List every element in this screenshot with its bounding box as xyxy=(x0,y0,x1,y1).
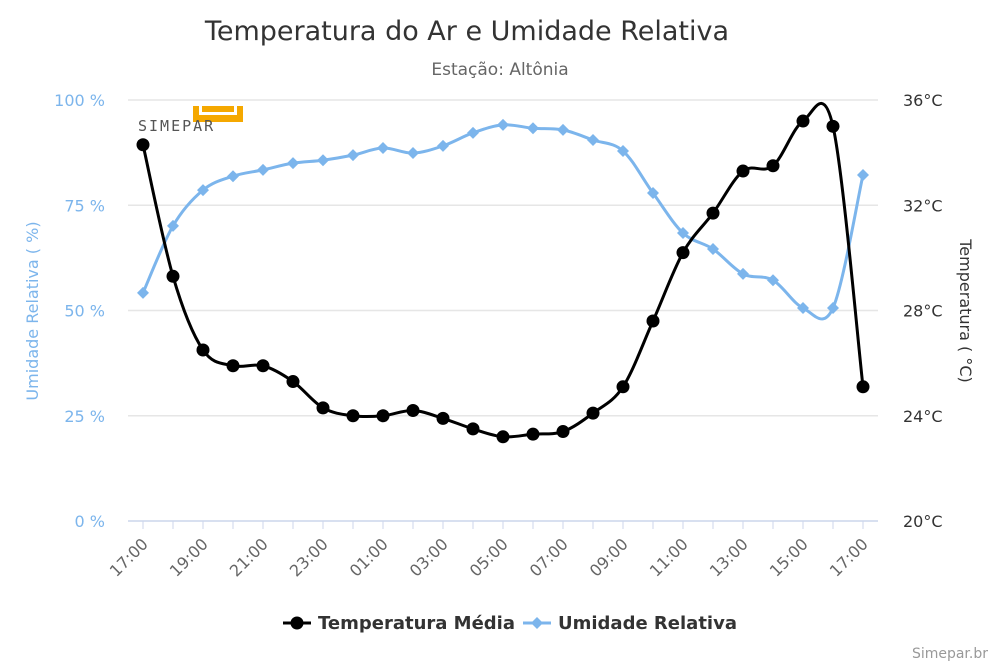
data-point[interactable] xyxy=(286,375,300,389)
credit[interactable]: Simepar.br xyxy=(912,646,988,662)
x-tick-label: 05:00 xyxy=(466,534,512,580)
data-point[interactable] xyxy=(346,409,360,423)
data-point[interactable] xyxy=(287,157,299,170)
data-point[interactable] xyxy=(766,159,780,173)
left-tick-label: 75 % xyxy=(64,196,105,215)
data-point[interactable] xyxy=(646,314,660,328)
x-tick-label: 23:00 xyxy=(286,534,332,580)
data-point[interactable] xyxy=(797,301,809,314)
data-point[interactable] xyxy=(166,269,180,283)
data-point[interactable] xyxy=(317,154,329,167)
right-tick-label: 24°C xyxy=(903,407,943,426)
data-point[interactable] xyxy=(376,409,390,423)
left-tick-label: 25 % xyxy=(64,407,105,426)
data-point[interactable] xyxy=(196,343,210,357)
legend-item[interactable]: Umidade Relativa xyxy=(523,613,737,634)
x-tick-label: 21:00 xyxy=(226,534,272,580)
data-point[interactable] xyxy=(406,403,420,417)
data-point[interactable] xyxy=(497,118,509,131)
right-tick-label: 20°C xyxy=(903,512,943,531)
x-tick-label: 13:00 xyxy=(706,534,752,580)
data-point[interactable] xyxy=(227,170,239,183)
data-point[interactable] xyxy=(496,430,510,444)
right-tick-label: 32°C xyxy=(903,196,943,215)
data-point[interactable] xyxy=(526,427,540,441)
left-tick-label: 50 % xyxy=(64,302,105,321)
data-point[interactable] xyxy=(707,243,719,256)
data-point[interactable] xyxy=(436,411,450,425)
data-point[interactable] xyxy=(856,380,870,394)
data-point[interactable] xyxy=(437,139,449,152)
data-point[interactable] xyxy=(467,126,479,139)
chart-subtitle: Estação: Altônia xyxy=(431,60,568,80)
grid xyxy=(128,99,878,529)
legend-marker xyxy=(290,616,304,630)
legend-item[interactable]: Temperatura Média xyxy=(283,613,515,634)
left-axis-title: Umidade Relativa ( %) xyxy=(23,221,42,400)
left-tick-label: 0 % xyxy=(75,512,105,531)
data-point[interactable] xyxy=(527,122,539,135)
data-point[interactable] xyxy=(736,164,750,178)
chart-title: Temperatura do Ar e Umidade Relativa xyxy=(204,16,729,47)
data-point[interactable] xyxy=(827,301,839,314)
right-axis-title: Temperatura ( °C) xyxy=(956,238,975,383)
data-point[interactable] xyxy=(796,114,810,128)
data-point[interactable] xyxy=(407,147,419,160)
data-point[interactable] xyxy=(197,184,209,197)
svg-text:SIMEPAR: SIMEPAR xyxy=(138,117,215,135)
data-point[interactable] xyxy=(677,227,689,240)
simepar-logo: SIMEPAR xyxy=(138,106,243,135)
data-point[interactable] xyxy=(857,168,869,181)
data-point[interactable] xyxy=(466,422,480,436)
x-tick-label: 09:00 xyxy=(586,534,632,580)
x-tick-label: 03:00 xyxy=(406,534,452,580)
data-point[interactable] xyxy=(377,141,389,154)
data-point[interactable] xyxy=(137,286,149,299)
data-point[interactable] xyxy=(226,359,240,373)
series-line xyxy=(141,123,865,321)
series-humidity xyxy=(137,118,869,321)
data-point[interactable] xyxy=(556,425,570,439)
right-tick-label: 28°C xyxy=(903,302,943,321)
data-point[interactable] xyxy=(587,133,599,146)
x-tick-label: 07:00 xyxy=(526,534,572,580)
data-point[interactable] xyxy=(767,274,779,287)
data-point[interactable] xyxy=(647,187,659,200)
legend-label: Umidade Relativa xyxy=(558,613,737,634)
data-point[interactable] xyxy=(706,206,720,220)
data-point[interactable] xyxy=(617,144,629,157)
data-point[interactable] xyxy=(347,149,359,162)
data-point[interactable] xyxy=(557,123,569,136)
data-point[interactable] xyxy=(316,401,330,415)
x-tick-label: 01:00 xyxy=(346,534,392,580)
left-tick-label: 100 % xyxy=(54,91,105,110)
series-temperature xyxy=(136,101,870,444)
legend[interactable]: Temperatura Média Umidade Relativa xyxy=(283,613,737,634)
data-point[interactable] xyxy=(737,267,749,280)
data-point[interactable] xyxy=(676,246,690,260)
data-point[interactable] xyxy=(136,138,150,152)
data-point[interactable] xyxy=(257,163,269,176)
legend-marker xyxy=(531,617,543,629)
series-line xyxy=(141,101,865,439)
x-tick-label: 19:00 xyxy=(166,534,212,580)
x-tick-label: 11:00 xyxy=(646,534,692,580)
data-point[interactable] xyxy=(616,380,630,394)
data-point[interactable] xyxy=(167,219,179,232)
x-tick-label: 17:00 xyxy=(826,534,872,580)
right-tick-label: 36°C xyxy=(903,91,943,110)
legend-label: Temperatura Média xyxy=(318,613,515,634)
data-point[interactable] xyxy=(826,119,840,133)
x-tick-label: 15:00 xyxy=(766,534,812,580)
data-point[interactable] xyxy=(586,406,600,420)
data-point[interactable] xyxy=(256,359,270,373)
x-tick-label: 17:00 xyxy=(106,534,152,580)
left-axis-label: Umidade Relativa ( %) xyxy=(23,221,42,400)
right-axis-label: Temperatura ( °C) xyxy=(956,238,975,383)
